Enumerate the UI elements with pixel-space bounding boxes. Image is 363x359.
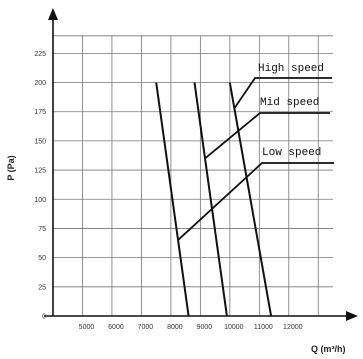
series bbox=[155, 82, 273, 317]
y-tick-label: 0 bbox=[42, 314, 46, 321]
x-axis-label: Q (m³/h) bbox=[311, 344, 346, 354]
y-tick-label: 50 bbox=[38, 255, 46, 262]
annotation-leader bbox=[233, 77, 332, 109]
y-tick-labels: 0 25 50 75 100 125 150 175 200 225 bbox=[34, 51, 46, 321]
x-tick-label: 6000 bbox=[108, 324, 124, 331]
y-axis-label: P (Pa) bbox=[6, 155, 16, 180]
y-tick-label: 200 bbox=[34, 80, 46, 87]
grid bbox=[53, 35, 333, 316]
series-line-low-speed bbox=[155, 82, 190, 317]
x-tick-label: 7000 bbox=[138, 324, 154, 331]
series-line-mid-speed bbox=[193, 82, 228, 317]
annotation-label: Mid speed bbox=[260, 97, 319, 109]
annotation-leader bbox=[177, 162, 334, 241]
x-tick-label: 11000 bbox=[254, 324, 273, 331]
x-tick-label: 8000 bbox=[167, 324, 183, 331]
y-tick-label: 75 bbox=[38, 226, 46, 233]
y-tick-label: 150 bbox=[34, 138, 46, 145]
annotation-label: High speed bbox=[258, 63, 324, 75]
x-tick-label: 9000 bbox=[197, 324, 213, 331]
y-tick-label: 100 bbox=[34, 197, 46, 204]
y-tick-label: 25 bbox=[38, 284, 46, 291]
y-tick-label: 175 bbox=[34, 109, 46, 116]
y-axis-arrow bbox=[48, 8, 58, 20]
x-tick-label: 5000 bbox=[79, 324, 95, 331]
series-line-high-speed bbox=[228, 82, 273, 317]
y-tick-label: 125 bbox=[34, 168, 46, 175]
x-tick-label: 12000 bbox=[283, 324, 303, 331]
annotation-label: Low speed bbox=[262, 147, 321, 159]
annotation-leader bbox=[204, 112, 330, 160]
axes bbox=[44, 8, 358, 321]
y-tick-label: 225 bbox=[34, 51, 46, 58]
x-tick-label: 10000 bbox=[224, 324, 244, 331]
x-axis-arrow bbox=[346, 311, 358, 321]
x-tick-labels: 5000 6000 7000 8000 9000 10000 11000 12000 bbox=[79, 324, 303, 331]
annotations: High speed Mid speed Low speed bbox=[177, 63, 334, 241]
